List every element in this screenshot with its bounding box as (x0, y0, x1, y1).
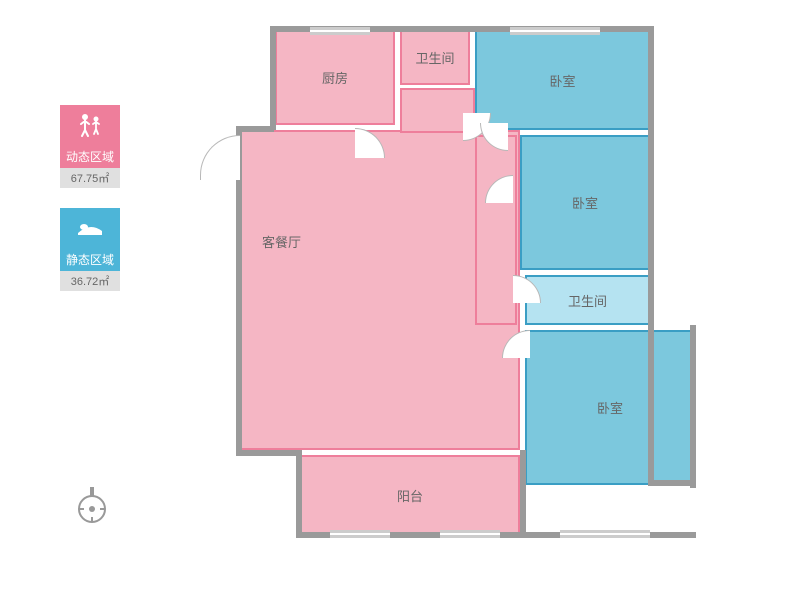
room-bath1: 卫生间 (400, 30, 470, 85)
window-mark (330, 530, 390, 538)
wall (648, 26, 654, 486)
room-balcony: 阳台 (300, 455, 520, 535)
legend-static-label: 静态区域 (60, 248, 120, 271)
wall (236, 126, 274, 132)
wall (648, 480, 696, 486)
room-label-bedroom2: 卧室 (572, 193, 598, 212)
room-label-kitchen: 厨房 (322, 68, 348, 87)
window-mark (440, 530, 500, 538)
room-hallway (475, 135, 517, 325)
room-bedroom3: 卧室 (525, 330, 695, 485)
legend-dynamic-label: 动态区域 (60, 145, 120, 168)
compass-icon (75, 485, 109, 530)
wall (270, 26, 276, 130)
room-label-bath2: 卫生间 (568, 291, 607, 310)
room-bedroom2: 卧室 (520, 135, 650, 270)
legend-dynamic-value: 67.75㎡ (60, 168, 120, 188)
window-mark (310, 27, 370, 35)
bed-icon (60, 208, 120, 248)
room-label-balcony: 阳台 (397, 486, 423, 505)
legend: 动态区域 67.75㎡ 静态区域 36.72㎡ (60, 105, 120, 311)
window-mark (510, 27, 600, 35)
window-mark (560, 530, 650, 538)
wall (296, 450, 302, 536)
people-icon (60, 105, 120, 145)
room-bath2: 卫生间 (525, 275, 650, 325)
room-kitchen: 厨房 (275, 30, 395, 125)
legend-static-value: 36.72㎡ (60, 271, 120, 291)
wall (520, 450, 526, 536)
door-arc (200, 135, 240, 180)
room-label-bedroom1: 卧室 (549, 71, 575, 90)
room-bedroom1: 卧室 (475, 30, 650, 130)
wall (236, 450, 302, 456)
room-label-bedroom3: 卧室 (597, 398, 623, 417)
floorplan: 厨房卫生间客餐厅阳台卧室卧室卫生间卧室 (180, 20, 720, 575)
legend-static: 静态区域 36.72㎡ (60, 208, 120, 291)
wall (690, 325, 696, 488)
room-label-living: 客餐厅 (262, 232, 301, 251)
legend-dynamic: 动态区域 67.75㎡ (60, 105, 120, 188)
room-label-bath1: 卫生间 (415, 48, 454, 67)
